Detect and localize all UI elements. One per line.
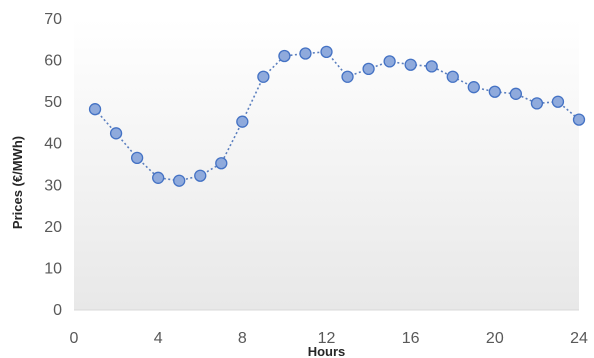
data-point-marker (467, 81, 480, 94)
data-point-marker (173, 174, 186, 187)
data-point-marker (383, 55, 396, 68)
data-point-marker (278, 49, 291, 63)
y-tick-label: 20 (44, 219, 62, 236)
y-axis-ticks: 0 10 20 30 40 50 60 70 (44, 11, 62, 319)
data-point-marker (551, 95, 565, 108)
y-tick-label: 50 (44, 94, 62, 111)
y-tick-label: 30 (44, 177, 62, 194)
x-axis-ticks: 0 4 8 12 16 20 24 (70, 330, 588, 347)
x-tick-label: 12 (318, 330, 336, 347)
data-point-marker (425, 60, 438, 73)
data-point-marker (446, 70, 459, 83)
data-point-marker (236, 115, 249, 128)
y-tick-label: 40 (44, 136, 62, 153)
data-point-marker (215, 157, 228, 170)
data-point-marker (257, 70, 270, 83)
x-tick-label: 20 (486, 330, 504, 347)
y-axis-title: Prices (€/MWh) (10, 136, 25, 229)
x-tick-label: 4 (154, 330, 163, 347)
data-point-marker (152, 171, 165, 184)
plot-area-background (74, 19, 579, 310)
y-tick-label: 0 (53, 302, 62, 319)
y-tick-label: 70 (44, 11, 62, 28)
data-point-marker (299, 47, 312, 60)
x-tick-label: 16 (402, 330, 420, 347)
data-point-marker (341, 70, 354, 83)
data-point-marker (572, 113, 586, 126)
data-point-marker (130, 151, 144, 164)
data-point-marker (88, 103, 102, 116)
data-point-marker (362, 62, 375, 76)
y-tick-label: 60 (44, 53, 62, 70)
y-tick-label: 10 (44, 260, 62, 277)
x-tick-label: 24 (570, 330, 588, 347)
x-tick-label: 0 (70, 330, 79, 347)
data-point-marker (194, 169, 207, 182)
data-point-marker (509, 87, 523, 100)
data-point-marker (320, 45, 333, 58)
data-point-marker (404, 58, 417, 71)
data-point-marker (530, 97, 544, 110)
data-point-marker (488, 85, 501, 98)
data-point-marker (109, 127, 123, 140)
x-axis-title: Hours (308, 344, 346, 358)
price-series-markers (88, 45, 586, 187)
x-tick-label: 8 (238, 330, 247, 347)
